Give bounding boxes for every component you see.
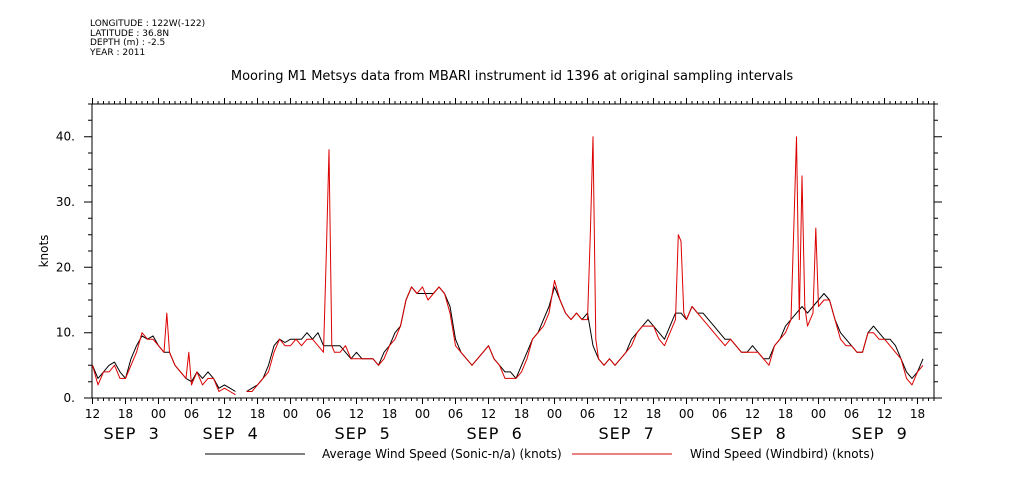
x-tick-labels: 12 18 00 06 12 18 00 06 12 18 00 06 12 18 00 06 12 18 00 06… — [85, 407, 925, 421]
x-tick-label: 18 — [646, 407, 661, 421]
x-tick-label: 18 — [250, 407, 265, 421]
x-tick-label: 12 — [217, 407, 232, 421]
x-tick-label: 12 — [481, 407, 496, 421]
tick-marks — [84, 98, 942, 404]
longitude-label: LONGITUDE : 122W(-122) — [90, 19, 206, 29]
y-axis-label: knots — [37, 235, 51, 268]
y-tick-label: 0. — [64, 391, 75, 405]
date-label: SEP 8 — [731, 424, 787, 443]
series-line-average-wind — [92, 286, 924, 392]
x-tick-label: 12 — [877, 407, 892, 421]
x-tick-label: 06 — [316, 407, 331, 421]
legend-label-windbird: Wind Speed (Windbird) (knots) — [690, 447, 874, 461]
x-tick-label: 06 — [580, 407, 595, 421]
latitude-label: LATITUDE : 36.8N — [90, 28, 170, 39]
x-tick-label: 18 — [382, 407, 397, 421]
x-tick-label: 00 — [151, 407, 166, 421]
date-label: SEP 6 — [467, 424, 523, 443]
x-tick-label: 06 — [448, 407, 463, 421]
x-tick-label: 00 — [679, 407, 694, 421]
date-label: SEP 9 — [852, 424, 908, 443]
date-label: SEP 5 — [335, 424, 391, 443]
date-label: SEP 7 — [599, 424, 655, 443]
y-tick-label: 40. — [56, 130, 75, 144]
legend: Average Wind Speed (Sonic-n/a) (knots) W… — [205, 447, 874, 461]
date-labels: SEP 3 SEP 4 SEP 5 SEP 6 SEP 7 SEP 8 SEP 9 — [104, 424, 908, 443]
metadata-block: LONGITUDE : 122W(-122) LATITUDE : 36.8N … — [90, 19, 206, 58]
x-tick-label: 12 — [745, 407, 760, 421]
x-tick-label: 00 — [811, 407, 826, 421]
x-tick-label: 06 — [184, 407, 199, 421]
chart-title: Mooring M1 Metsys data from MBARI instru… — [231, 69, 793, 84]
x-tick-label: 18 — [118, 407, 133, 421]
x-tick-label: 18 — [514, 407, 529, 421]
x-tick-label: 06 — [844, 407, 859, 421]
y-tick-label: 30. — [56, 195, 75, 209]
y-tick-labels: 0. 10. 20. 30. 40. — [56, 130, 75, 405]
x-tick-label: 00 — [547, 407, 562, 421]
x-tick-label: 18 — [778, 407, 793, 421]
x-tick-label: 00 — [415, 407, 430, 421]
plot-frame — [91, 103, 935, 399]
x-tick-label: 12 — [85, 407, 100, 421]
x-tick-label: 06 — [712, 407, 727, 421]
date-label: SEP 3 — [104, 424, 160, 443]
tick-mark-path — [84, 98, 942, 404]
y-tick-label: 10. — [56, 326, 75, 340]
year-label: YEAR : 2011 — [90, 47, 146, 58]
x-tick-label: 00 — [283, 407, 298, 421]
x-tick-label: 12 — [613, 407, 628, 421]
x-tick-label: 12 — [349, 407, 364, 421]
series-lines — [92, 136, 924, 396]
depth-label: DEPTH (m) : -2.5 — [90, 38, 166, 48]
date-label: SEP 4 — [203, 424, 259, 443]
legend-label-average-wind: Average Wind Speed (Sonic-n/a) (knots) — [322, 447, 562, 461]
x-tick-label: 18 — [910, 407, 925, 421]
series-line-windbird — [92, 136, 924, 396]
y-tick-label: 20. — [56, 260, 75, 274]
